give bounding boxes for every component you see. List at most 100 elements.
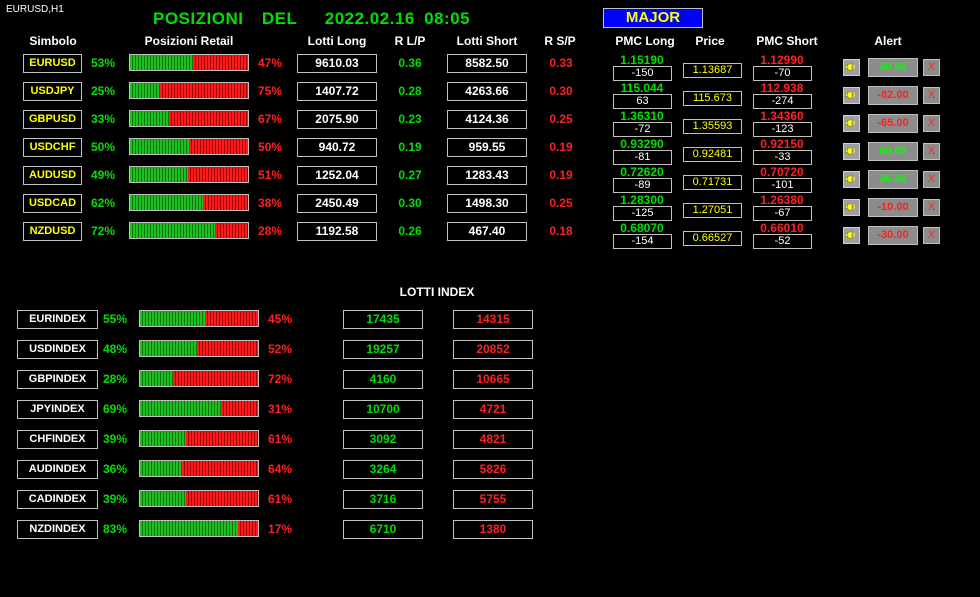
retail-position-bar [129,110,249,127]
pmc-short-value: 0.70720 [760,165,804,179]
lotti-short-value: 4263.66 [447,82,527,101]
alert-bell-button[interactable] [843,171,860,188]
alert-value-field[interactable]: 30.00 [868,58,918,77]
short-bar-fill [214,223,248,238]
pmc-long-value: 1.28300 [620,193,664,207]
alert-value-field[interactable]: -30.00 [868,226,918,245]
index-short-percent: 61% [268,432,293,446]
index-long-lots: 17435 [343,310,423,329]
alert-value-field[interactable]: 36.00 [868,170,918,189]
lotti-short-value: 1498.30 [447,194,527,213]
alert-bell-button[interactable] [843,115,860,132]
long-percent: 72% [91,224,116,238]
alert-clear-button[interactable]: X [923,143,940,160]
index-long-percent: 55% [103,312,128,326]
lotti-long-value: 1192.58 [297,222,377,241]
symbol-button[interactable]: USDCAD [23,194,82,213]
index-button[interactable]: GBPINDEX [17,370,98,389]
header-rsp: R S/P [544,34,576,48]
long-bar-fill [140,371,174,386]
index-short-percent: 61% [268,492,293,506]
header-alert: Alert [874,34,902,48]
header-pmc-long: PMC Long [615,34,675,48]
index-long-lots: 19257 [343,340,423,359]
alert-clear-button[interactable]: X [923,87,940,104]
pmc-long-value: 0.68070 [620,221,664,235]
index-short-percent: 72% [268,372,293,386]
index-short-lots: 20852 [453,340,533,359]
symbol-button[interactable]: AUDUSD [23,166,82,185]
long-bar-fill [140,431,187,446]
bell-icon [845,62,855,72]
bell-icon [845,202,855,212]
alert-bell-button[interactable] [843,199,860,216]
pmc-short-diff: -70 [753,66,812,81]
pmc-short-diff: -67 [753,206,812,221]
alert-clear-button[interactable]: X [923,115,940,132]
pmc-short-diff: -52 [753,234,812,249]
short-bar-fill [189,139,248,154]
lotti-short-value: 4124.36 [447,110,527,129]
index-short-percent: 17% [268,522,293,536]
major-button[interactable]: MAJOR [603,8,703,28]
index-button[interactable]: JPYINDEX [17,400,98,419]
retail-position-bar [129,166,249,183]
header-pmc-short: PMC Short [756,34,818,48]
long-percent: 25% [91,84,116,98]
lotti-long-value: 940.72 [297,138,377,157]
short-bar-fill [168,111,248,126]
pmc-long-diff: -72 [613,122,672,137]
symbol-button[interactable]: EURUSD [23,54,82,73]
alert-value-field[interactable]: 60.00 [868,142,918,161]
alert-clear-button[interactable]: X [923,227,940,244]
rlp-value: 0.27 [398,168,422,182]
alert-clear-button[interactable]: X [923,59,940,76]
index-short-lots: 4821 [453,430,533,449]
header-lotti-long: Lotti Long [307,34,367,48]
index-button[interactable]: USDINDEX [17,340,98,359]
symbol-button[interactable]: NZDUSD [23,222,82,241]
alert-bell-button[interactable] [843,87,860,104]
index-button[interactable]: CADINDEX [17,490,98,509]
short-bar-fill [187,167,248,182]
alert-bell-button[interactable] [843,59,860,76]
symbol-button[interactable]: USDJPY [23,82,82,101]
alert-value-field[interactable]: -10.00 [868,198,918,217]
alert-clear-button[interactable]: X [923,199,940,216]
index-short-percent: 64% [268,462,293,476]
alert-bell-button[interactable] [843,227,860,244]
index-button[interactable]: NZDINDEX [17,520,98,539]
pmc-short-value: 1.34360 [760,109,804,123]
short-bar-fill [221,401,258,416]
alert-value-field[interactable]: -82.00 [868,86,918,105]
alert-value-field[interactable]: -65.00 [868,114,918,133]
pmc-short-value: 1.12990 [760,53,804,67]
long-bar-fill [140,311,205,326]
index-position-bar [139,370,259,387]
pmc-long-value: 1.15190 [620,53,664,67]
header-lotti-short: Lotti Short [456,34,518,48]
symbol-button[interactable]: GBPUSD [23,110,82,129]
header-simbolo: Simbolo [29,34,77,48]
rlp-value: 0.28 [398,84,422,98]
index-button[interactable]: AUDINDEX [17,460,98,479]
short-bar-fill [196,341,258,356]
price-value: 0.71731 [683,175,742,190]
alert-bell-button[interactable] [843,143,860,160]
symbol-button[interactable]: USDCHF [23,138,82,157]
index-position-bar [139,490,259,507]
pmc-long-value: 115.044 [620,81,664,95]
short-percent: 38% [258,196,283,210]
index-long-percent: 36% [103,462,128,476]
rsp-value: 0.30 [549,84,573,98]
price-value: 1.27051 [683,203,742,218]
price-value: 1.35593 [683,119,742,134]
rsp-value: 0.25 [549,112,573,126]
index-short-percent: 52% [268,342,293,356]
pmc-long-diff: -154 [613,234,672,249]
lotti-short-value: 959.55 [447,138,527,157]
index-button[interactable]: EURINDEX [17,310,98,329]
rsp-value: 0.19 [549,168,573,182]
index-button[interactable]: CHFINDEX [17,430,98,449]
alert-clear-button[interactable]: X [923,171,940,188]
